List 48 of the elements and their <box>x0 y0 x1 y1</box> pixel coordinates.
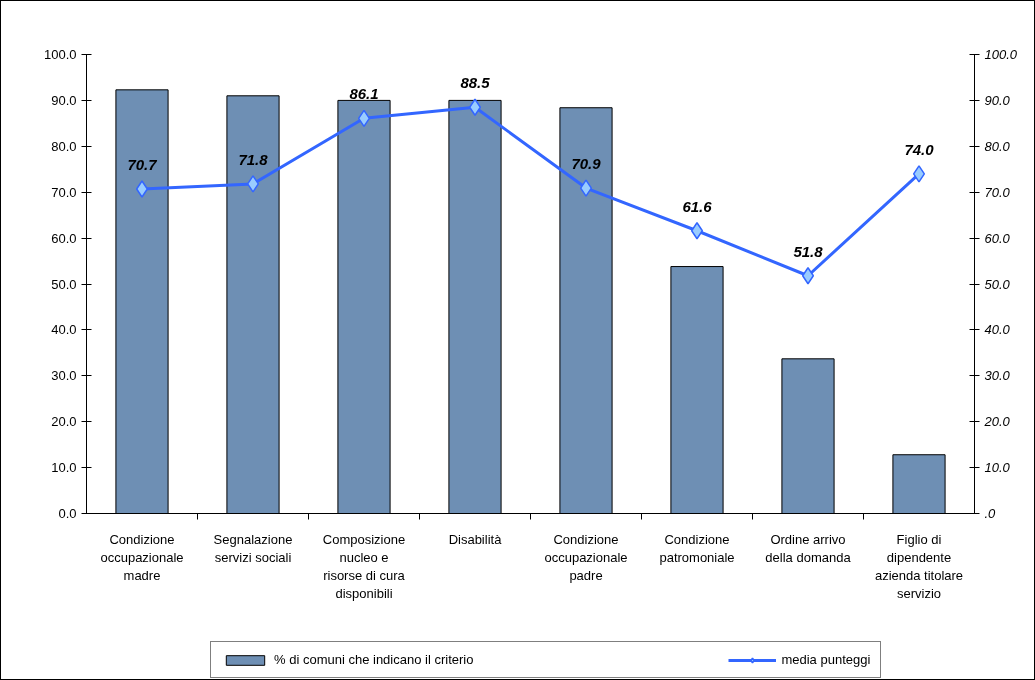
y2-tick-label: 50.0 <box>984 276 1011 292</box>
x-tick-label: Condizione occupazionale madre <box>100 531 184 583</box>
y-tick-label: 40.0 <box>51 322 77 338</box>
y-tick-label: 0.0 <box>58 506 77 521</box>
point <box>690 222 704 240</box>
y-tick-label: 80.0 <box>51 138 77 154</box>
y2-tick-label: 30.0 <box>984 368 1011 384</box>
x-tick-label: Segnalazione servizi sociali <box>213 531 293 565</box>
y2-tick-label: 100.0 <box>984 47 1018 62</box>
data-label: 70.7 <box>127 155 158 173</box>
y-tick-label: 30.0 <box>51 368 77 384</box>
data-label: 88.5 <box>460 74 491 92</box>
point <box>579 179 593 197</box>
data-label: 74.0 <box>904 140 935 158</box>
data-label: 61.6 <box>682 197 713 215</box>
point <box>912 165 926 183</box>
x-tick-label: Disabilità <box>448 531 503 547</box>
point <box>357 109 371 128</box>
point <box>135 180 149 198</box>
x-tick-label: Condizione occupazionale padre <box>544 531 628 583</box>
y-tick-label: 60.0 <box>51 230 77 246</box>
y2-tick-label: 90.0 <box>984 92 1011 108</box>
y-tick-label: 20.0 <box>51 414 77 430</box>
y2-tick-label: 20.0 <box>983 414 1011 430</box>
y2-tick-label: 10.0 <box>984 460 1011 476</box>
legend-label: % di comuni che indicano il criterio <box>274 652 474 667</box>
y-tick-label: 50.0 <box>51 276 77 292</box>
y2-tick-label: 60.0 <box>984 230 1011 246</box>
y2-tick-label: .0 <box>984 506 997 521</box>
x-tick-label: Figlio di dipendente azienda titolare servizio <box>874 531 964 601</box>
y2-tick-label: 80.0 <box>984 138 1011 154</box>
x-tick-label: Ordine arrivo della domanda <box>765 531 852 565</box>
data-label: 51.8 <box>793 242 824 260</box>
y2-tick-label: 40.0 <box>984 322 1011 338</box>
x-tick-label: Composizione nucleo e risorse di cura disponibili <box>322 531 406 601</box>
data-label: 86.1 <box>349 85 379 103</box>
y-tick-label: 90.0 <box>51 92 77 108</box>
point <box>801 266 815 285</box>
legend-label: media punteggi <box>781 652 871 667</box>
y-tick-label: 70.0 <box>51 184 77 200</box>
point <box>468 98 482 117</box>
data-label: 71.8 <box>238 150 269 168</box>
y-tick-label: 100.0 <box>43 47 77 62</box>
x-tick-label: Condizione patromoniale <box>659 531 735 565</box>
y-tick-label: 10.0 <box>51 460 77 476</box>
y2-tick-label: 70.0 <box>984 184 1011 200</box>
point <box>246 175 260 193</box>
data-label: 70.9 <box>571 155 602 173</box>
